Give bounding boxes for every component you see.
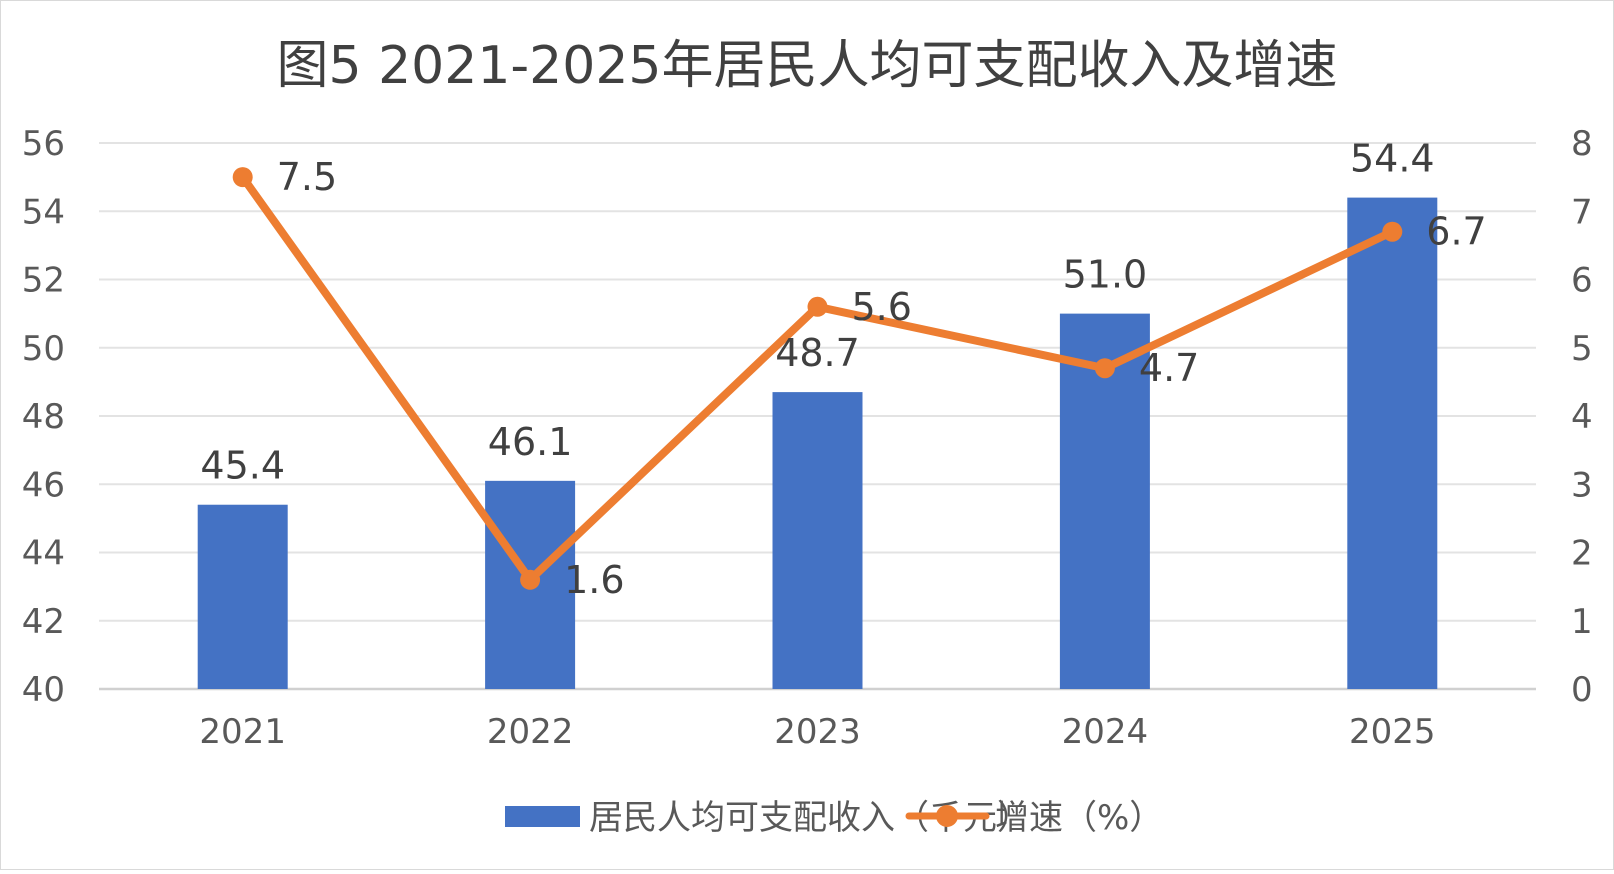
line-data-label: 6.7 — [1426, 210, 1486, 254]
y-left-tick-label: 56 — [22, 124, 65, 164]
line-data-label: 4.7 — [1139, 346, 1199, 390]
line-series — [232, 167, 1403, 590]
x-tick-label: 2021 — [199, 712, 286, 752]
x-tick-label: 2022 — [487, 712, 574, 752]
line-point — [1382, 221, 1403, 242]
x-tick-label: 2025 — [1349, 712, 1436, 752]
y-left-tick-label: 48 — [22, 397, 65, 437]
y-left-tick-label: 44 — [22, 534, 65, 574]
x-tick-label: 2024 — [1062, 712, 1149, 752]
y-right-tick-label: 4 — [1571, 397, 1593, 437]
bar-series — [197, 197, 1438, 689]
chart-title: 图5 2021-2025年居民人均可支配收入及增速 — [276, 36, 1337, 96]
legend-line-marker — [936, 805, 958, 827]
y-right-tick-label: 2 — [1571, 534, 1593, 574]
y-right-tick-label: 7 — [1571, 192, 1593, 232]
y-right-tick-label: 1 — [1571, 602, 1593, 642]
legend: 居民人均可支配收入（千元） 增速（%） — [505, 798, 1163, 838]
line-data-label: 1.6 — [564, 558, 624, 602]
line-data-label: 7.5 — [277, 155, 337, 199]
y-left-tick-label: 46 — [22, 465, 65, 505]
y-right-tick-label: 0 — [1571, 670, 1593, 710]
line-point — [520, 569, 541, 590]
y-right-tick-label: 8 — [1571, 124, 1593, 164]
line-point — [1094, 358, 1115, 379]
y-left-tick-label: 50 — [22, 329, 65, 369]
line-data-label: 5.6 — [852, 285, 912, 329]
y-left-tick-label: 40 — [22, 670, 65, 710]
bar — [197, 504, 288, 689]
line-point — [232, 167, 253, 188]
y-right-tick-label: 6 — [1571, 261, 1593, 301]
bar-data-label: 48.7 — [775, 331, 860, 375]
y-right-tick-label: 5 — [1571, 329, 1593, 369]
legend-bar-swatch — [505, 806, 580, 827]
legend-line-label: 增速（%） — [995, 798, 1163, 838]
line-point — [807, 296, 828, 317]
bar-data-label: 51.0 — [1063, 253, 1148, 297]
bar-data-label: 46.1 — [488, 420, 573, 464]
y-left-tick-label: 54 — [22, 192, 65, 232]
data-labels: 45.4 46.1 48.7 51.0 54.4 7.5 1.6 5.6 4.7 6.7 — [200, 137, 1486, 602]
y-right-tick-label: 3 — [1571, 465, 1593, 505]
bar-data-label: 45.4 — [200, 444, 285, 488]
bar — [1347, 197, 1438, 689]
bar-data-label: 54.4 — [1350, 137, 1435, 181]
bar — [772, 392, 863, 689]
y-left-tick-label: 52 — [22, 261, 65, 301]
x-tick-label: 2023 — [774, 712, 861, 752]
y-left-tick-label: 42 — [22, 602, 65, 642]
